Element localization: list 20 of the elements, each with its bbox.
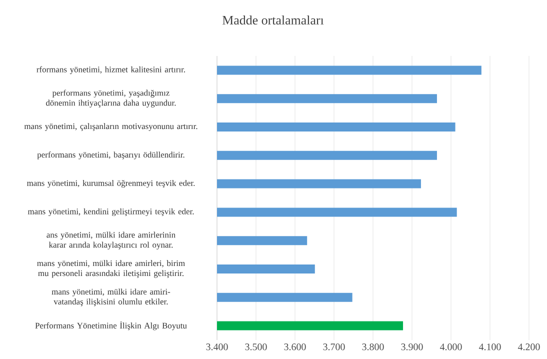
chart-title: Madde ortalamaları xyxy=(222,15,324,25)
y-tick-label: mans yönetimi, mülki idare amirleri, birim mu personeli arasındaki iletişimi geliştirir. xyxy=(37,260,185,278)
x-tick-label: 4.200 xyxy=(518,344,540,350)
y-tick-label: Performans Yönetimine İlişkin Algı Boyutu xyxy=(35,321,187,330)
x-tick-label: 3.600 xyxy=(284,344,306,350)
x-tick-label: 4.000 xyxy=(440,344,462,350)
y-tick-label: performans yönetimi, yaşadığımız dönemin ihtiyaçlarına daha uygundur. xyxy=(46,90,176,108)
x-tick-label: 3.800 xyxy=(362,344,384,350)
x-tick-label: 3.700 xyxy=(323,344,345,350)
y-tick-label: performans yönetimi, başarıyı ödüllendirir. xyxy=(37,152,184,160)
x-tick-label: 3.400 xyxy=(206,344,228,350)
y-tick-label: mans yönetimi, kurumsal öğrenmeyi teşvik eder. xyxy=(26,180,195,188)
x-tick-label: 4.100 xyxy=(478,344,501,350)
y-tick-label: mans yönetimi, mülki idare amiri-vatandaş ilişkisini olumlu etkiler. xyxy=(52,288,170,306)
y-tick-label: mans yönetimi, çalışanların motivasyonunu artırır. xyxy=(24,123,198,131)
y-tick-label: mans yönetimi, kendini geliştirmeyi teşvik eder. xyxy=(28,208,194,216)
y-tick-label: ans yönetimi, mülki idare amirlerinin karar arında kolaylaştırıcı rol oynar. xyxy=(46,232,176,250)
x-tick-label: 3.500 xyxy=(245,344,267,350)
x-tick-label: 3.900 xyxy=(401,344,423,350)
y-tick-label: rformans yönetimi, hizmet kalitesini artırır. xyxy=(36,66,185,74)
